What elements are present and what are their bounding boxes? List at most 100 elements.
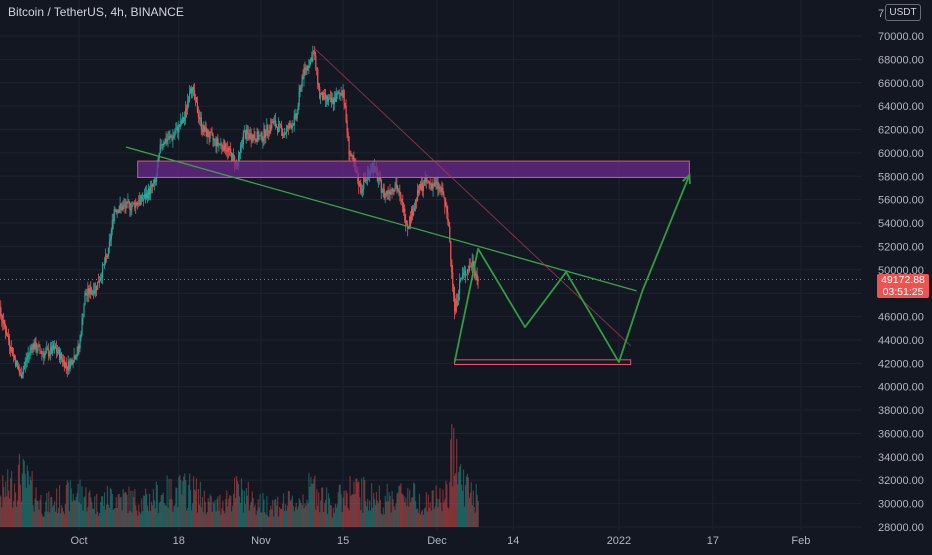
candle-body — [301, 88, 302, 89]
candle-body — [45, 351, 46, 353]
candle-body — [247, 130, 248, 134]
currency-selector[interactable]: USDT — [885, 4, 921, 21]
candle-body — [76, 357, 77, 359]
y-tick-label: 56000.00 — [878, 195, 924, 207]
candle-body — [111, 230, 112, 239]
candle-body — [352, 155, 353, 159]
candle-body — [446, 207, 447, 213]
candle-body — [303, 68, 304, 79]
candle-body — [450, 241, 451, 259]
y-tick-label: 40000.00 — [878, 382, 924, 394]
candle-body — [452, 272, 453, 285]
x-tick-label: 2022 — [607, 535, 631, 547]
last-price-value: 49172.88 — [877, 274, 929, 286]
projection-path — [455, 175, 690, 362]
candle-body — [187, 101, 188, 109]
candle-body — [394, 188, 395, 191]
candle-body — [168, 139, 169, 140]
symbol-title[interactable]: Bitcoin / TetherUS, 4h, BINANCE — [8, 5, 184, 19]
candle-body — [255, 138, 256, 140]
candle-body — [35, 342, 36, 351]
y-tick-label: 32000.00 — [878, 475, 924, 487]
candle-body — [28, 355, 29, 358]
candle-body — [73, 362, 74, 364]
candle-body — [8, 336, 9, 340]
candle-body — [19, 370, 20, 373]
candle-body — [0, 307, 1, 316]
candle-body — [198, 113, 199, 118]
candle-body — [153, 184, 154, 187]
candle-body — [121, 204, 122, 206]
candle-body — [382, 192, 383, 193]
candle-body — [170, 136, 171, 137]
candle-body — [444, 197, 445, 206]
y-tick-label: 60000.00 — [878, 148, 924, 160]
candle-body — [346, 106, 347, 121]
candle-body — [298, 106, 299, 110]
candle-body — [259, 135, 260, 136]
x-tick-label: Oct — [70, 535, 87, 547]
candle-body — [211, 132, 212, 133]
candle-body — [240, 147, 241, 152]
candle-body — [423, 186, 424, 191]
candle-body — [278, 124, 279, 132]
candle-body — [143, 198, 144, 199]
candle-body — [193, 87, 194, 90]
candle-body — [399, 191, 400, 195]
y-tick-label: 52000.00 — [878, 241, 924, 253]
candle-body — [380, 178, 381, 180]
candle-body — [281, 125, 282, 129]
candle-body — [39, 346, 40, 351]
candle-body — [131, 206, 132, 210]
candle-body — [81, 319, 82, 335]
candle-body — [405, 220, 406, 223]
candle-body — [5, 327, 6, 334]
candle-body — [361, 190, 362, 193]
candle-body — [265, 136, 266, 138]
y-tick-label: 46000.00 — [878, 312, 924, 324]
candle-body — [139, 199, 140, 204]
y-tick-label: 44000.00 — [878, 335, 924, 347]
candle-body — [185, 108, 186, 118]
candle-body — [18, 366, 19, 371]
candle-body — [463, 273, 464, 275]
candle-body — [1, 316, 2, 321]
candle-body — [197, 102, 198, 112]
candle-body — [130, 210, 131, 211]
y-tick-label: 42000.00 — [878, 358, 924, 370]
candle-body — [94, 290, 95, 293]
candle-body — [286, 129, 287, 134]
candle-body — [317, 69, 318, 85]
y-tick-label: 34000.00 — [878, 452, 924, 464]
candle-body — [309, 60, 310, 66]
candle-body — [119, 210, 120, 213]
candle-body — [224, 141, 225, 150]
candle-body — [477, 274, 478, 279]
candle-body — [414, 206, 415, 211]
candle-body — [27, 358, 28, 361]
last-price-label: 49172.88 03:51:25 — [877, 274, 929, 298]
candle-body — [447, 212, 448, 221]
candle-body — [424, 181, 425, 186]
candle-body — [108, 248, 109, 257]
volume-bar — [478, 501, 479, 527]
candle-body — [80, 335, 81, 338]
candle-body — [308, 67, 309, 69]
candle-body — [83, 305, 84, 317]
y-tick-label: 54000.00 — [878, 218, 924, 230]
candle-body — [105, 256, 106, 264]
candle-body — [208, 130, 209, 137]
candle-body — [124, 205, 125, 206]
candle-body — [212, 133, 213, 135]
candle-body — [36, 351, 37, 352]
candle-body — [97, 282, 98, 290]
candle-body — [61, 353, 62, 358]
candle-body — [56, 348, 57, 352]
y-tick-label: 58000.00 — [878, 171, 924, 183]
candle-body — [466, 274, 467, 275]
candle-body — [142, 200, 143, 201]
candle-body — [164, 144, 165, 145]
x-tick-label: 17 — [707, 535, 719, 547]
